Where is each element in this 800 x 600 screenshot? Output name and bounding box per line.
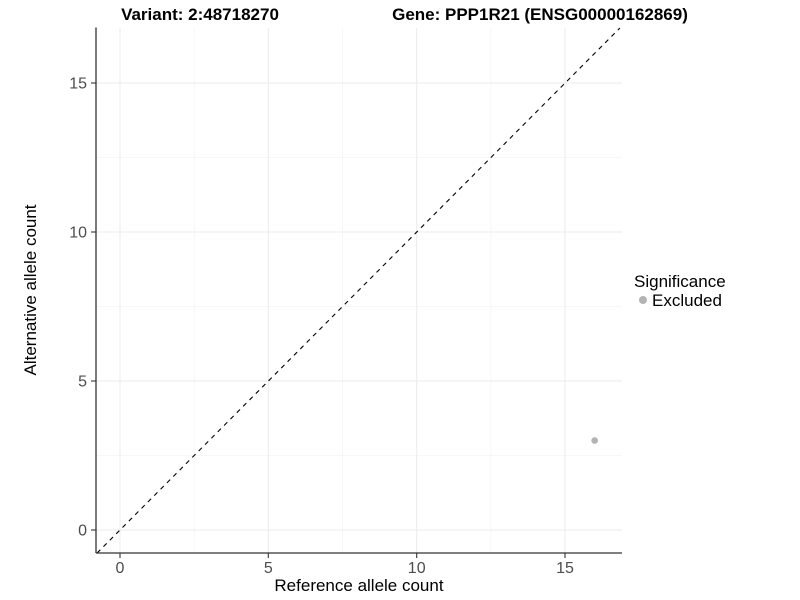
grid-major [96,28,622,553]
x-tick-label-0: 0 [116,560,125,577]
x-axis-ticks [119,553,566,558]
legend: Significance Excluded [634,272,726,310]
x-tick-label-10: 10 [408,560,426,577]
grid-minor [96,28,622,553]
x-tick-label-5: 5 [264,560,273,577]
y-tick-label-10: 10 [69,225,87,242]
y-tick-label-0: 0 [78,523,87,540]
y-axis-title: Alternative allele count [21,204,40,375]
y-tick-label-5: 5 [78,374,87,391]
legend-title: Significance [634,272,726,291]
x-axis-title: Reference allele count [274,576,443,595]
legend-entry-label: Excluded [652,291,722,310]
variant-title: Variant: 2:48718270 [121,5,279,24]
points-layer [591,437,598,444]
gene-title: Gene: PPP1R21 (ENSG00000162869) [392,5,688,24]
data-point [591,437,598,444]
identity-dashed-line [96,27,621,554]
y-axis-ticks [91,82,96,531]
legend-key-dot-icon [639,296,647,304]
x-tick-label-15: 15 [556,560,574,577]
y-tick-label-15: 15 [69,76,87,93]
